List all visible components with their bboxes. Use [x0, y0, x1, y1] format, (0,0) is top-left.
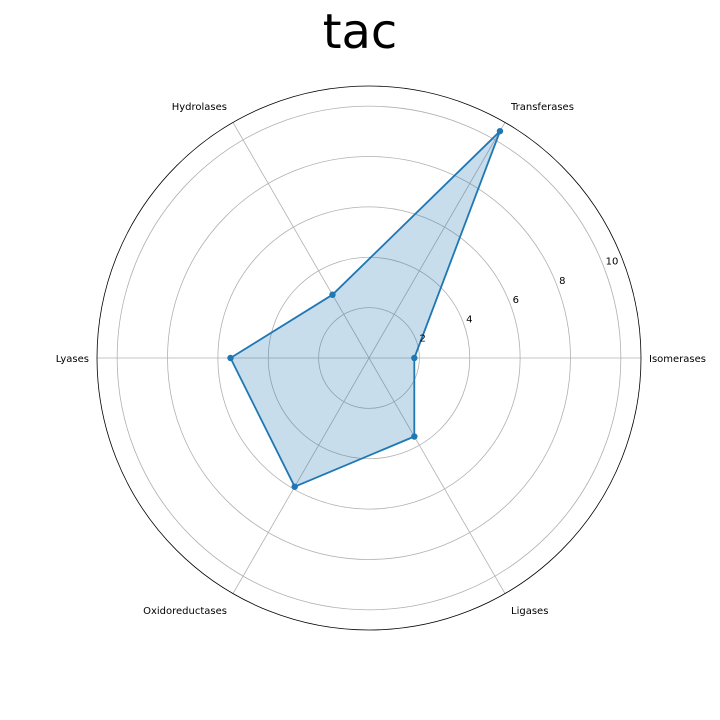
- category-label-isomerases: Isomerases: [649, 354, 706, 365]
- data-point-transferases: [496, 127, 504, 135]
- chart-title: tac: [322, 4, 398, 60]
- grid-layer: [96, 85, 642, 631]
- grid-spoke: [232, 357, 370, 594]
- series-fill: [230, 131, 500, 487]
- category-label-ligases: Ligases: [511, 606, 548, 617]
- category-label-transferases: Transferases: [510, 102, 574, 113]
- category-label-hydrolases: Hydrolases: [172, 102, 227, 113]
- data-layer: [227, 127, 504, 490]
- data-point-hydrolases: [329, 291, 336, 298]
- category-label-lyases: Lyases: [56, 354, 89, 365]
- data-point-lyases: [227, 354, 234, 362]
- label-layer: 2 4 6 8 10 Isomerases Transferases Hydrolases Ly…: [56, 102, 706, 617]
- data-point-isomerases: [411, 354, 418, 362]
- category-label-oxidoreductases: Oxidoreductases: [143, 606, 227, 617]
- radial-tick-label: 4: [466, 314, 472, 325]
- grid-spoke: [232, 122, 370, 359]
- data-point-ligases: [411, 433, 418, 440]
- polar-frame: [96, 85, 642, 631]
- grid-spoke: [368, 122, 506, 359]
- radial-tick-label: 2: [420, 334, 426, 345]
- radial-tick-label: 8: [559, 276, 565, 287]
- grid-spoke: [368, 357, 506, 594]
- radial-tick-label: 6: [513, 295, 519, 306]
- radial-tick-label: 10: [606, 257, 619, 268]
- data-point-oxidoreductases: [291, 483, 298, 490]
